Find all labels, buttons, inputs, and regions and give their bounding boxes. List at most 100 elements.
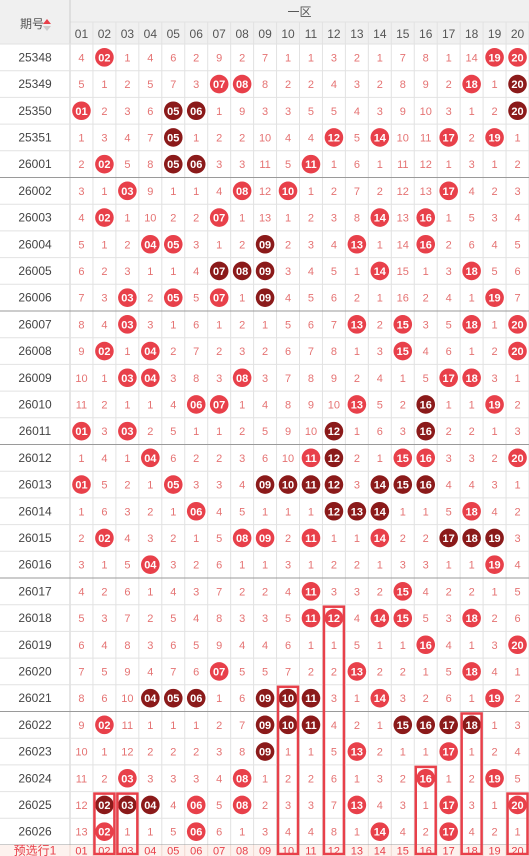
miss-count: 9 — [423, 79, 429, 91]
miss-count: 10 — [75, 373, 87, 385]
miss-count: 4 — [285, 293, 291, 305]
miss-count: 2 — [492, 613, 498, 625]
hit-number: 15 — [397, 453, 409, 465]
hit-ball — [462, 608, 481, 628]
preselect-cell-03[interactable]: 03 — [121, 846, 133, 856]
hit-ball — [462, 368, 481, 388]
preselect-cell-05[interactable]: 05 — [167, 846, 179, 856]
period-cell: 25349 — [18, 77, 52, 91]
table-row: 26005 6 2 3 1 1 4 07 08 09 3 4 5 1 14 15 1 3 18 5 6 — [18, 261, 521, 281]
hit-ball — [416, 234, 436, 254]
miss-count: 1 — [262, 506, 268, 518]
miss-count: 13 — [420, 186, 432, 198]
hit-ball — [370, 528, 390, 548]
preselect-cell-12[interactable]: 12 — [328, 846, 340, 856]
table-row: 26006 7 3 03 2 05 5 07 1 09 4 5 6 2 1 16 2 4 1 19 7 — [18, 288, 521, 307]
miss-count: 2 — [239, 426, 245, 438]
miss-count: 1 — [216, 106, 222, 118]
selection-box-12[interactable] — [322, 605, 346, 856]
miss-count: 6 — [377, 426, 383, 438]
preselect-cell-01[interactable]: 01 — [75, 846, 87, 856]
miss-count: 6 — [331, 773, 337, 785]
table-row: 26007 8 4 03 3 1 6 1 2 1 5 6 7 13 2 15 3 5 18 1 20 — [18, 315, 527, 334]
miss-count: 6 — [331, 293, 337, 305]
miss-count: 7 — [331, 800, 337, 812]
hit-ball — [347, 795, 367, 815]
preselect-cell-15[interactable]: 15 — [397, 846, 409, 856]
hit-number: 05 — [167, 480, 179, 492]
miss-count: 1 — [78, 453, 84, 465]
period-header[interactable]: 期号 — [20, 17, 44, 31]
miss-count: 1 — [285, 747, 291, 759]
hit-number: 06 — [190, 399, 202, 411]
miss-count: 4 — [354, 613, 360, 625]
hit-ball — [439, 528, 458, 548]
miss-count: 4 — [239, 640, 245, 652]
preselect-cell-20[interactable]: 20 — [511, 846, 523, 856]
preselect-cell-18[interactable]: 18 — [466, 846, 478, 856]
miss-count: 1 — [354, 346, 360, 358]
preselect-cell-11[interactable]: 11 — [305, 846, 316, 856]
sort-arrows-icon[interactable] — [43, 19, 51, 31]
table-row: 26023 10 1 12 2 2 2 3 8 09 1 1 5 13 2 1 1 17 1 2 4 — [18, 742, 521, 761]
preselect-row-label[interactable]: 预选行1 — [14, 844, 57, 856]
hit-ball — [439, 742, 458, 761]
hit-number: 02 — [98, 213, 110, 225]
selection-box-03[interactable] — [116, 792, 139, 856]
miss-count: 3 — [285, 800, 291, 812]
miss-count: 2 — [262, 800, 268, 812]
period-cell: 25348 — [18, 50, 52, 64]
preselect-cell-02[interactable]: 02 — [98, 846, 110, 856]
preselect-cell-07[interactable]: 07 — [213, 846, 225, 856]
miss-count: 4 — [285, 827, 291, 839]
selection-box-20[interactable] — [506, 792, 529, 856]
hit-number: 20 — [511, 800, 523, 812]
miss-count: 1 — [170, 319, 176, 331]
preselect-cell-19[interactable]: 19 — [488, 846, 500, 856]
preselect-cell-13[interactable]: 13 — [351, 846, 363, 856]
preselect-cell-17[interactable]: 17 — [443, 846, 455, 856]
hit-number: 13 — [351, 800, 363, 812]
miss-count: 3 — [239, 613, 245, 625]
miss-count: 3 — [446, 453, 452, 465]
column-header-05: 05 — [167, 27, 181, 41]
preselect-cell-08[interactable]: 08 — [236, 846, 248, 856]
hit-number: 08 — [236, 533, 248, 545]
miss-count: 4 — [262, 399, 268, 411]
hit-number: 10 — [282, 693, 294, 705]
hit-ball — [209, 395, 229, 414]
miss-count: 1 — [400, 373, 406, 385]
selection-box-18[interactable] — [460, 712, 483, 856]
miss-count: 15 — [397, 266, 409, 278]
preselect-cell-10[interactable]: 10 — [282, 846, 294, 856]
miss-count: 1 — [124, 827, 130, 839]
miss-count: 1 — [216, 319, 222, 331]
hit-number: 09 — [259, 747, 271, 759]
hit-number: 15 — [397, 586, 409, 598]
miss-count: 7 — [78, 666, 84, 678]
miss-count: 1 — [262, 319, 268, 331]
miss-count: 7 — [78, 293, 84, 305]
period-cell: 26007 — [18, 317, 52, 331]
hit-ball — [278, 475, 298, 494]
preselect-cell-06[interactable]: 06 — [190, 846, 202, 856]
preselect-cell-09[interactable]: 09 — [259, 846, 271, 856]
miss-count: 7 — [514, 293, 520, 305]
miss-count: 1 — [469, 399, 475, 411]
miss-count: 8 — [193, 373, 199, 385]
selection-box-10[interactable] — [276, 685, 300, 856]
miss-count: 3 — [423, 560, 429, 572]
hit-number: 18 — [466, 266, 478, 278]
miss-count: 8 — [216, 613, 222, 625]
hit-number: 09 — [259, 533, 271, 545]
preselect-cell-14[interactable]: 14 — [374, 846, 386, 856]
selection-box-16[interactable] — [414, 765, 437, 856]
miss-count: 2 — [170, 346, 176, 358]
miss-count: 1 — [308, 747, 314, 759]
period-cell: 26023 — [18, 745, 52, 759]
selection-box-02[interactable] — [93, 792, 116, 856]
miss-count: 5 — [423, 373, 429, 385]
preselect-cell-04[interactable]: 04 — [144, 846, 156, 856]
preselect-cell-16[interactable]: 16 — [420, 846, 432, 856]
hit-number: 11 — [305, 693, 317, 705]
